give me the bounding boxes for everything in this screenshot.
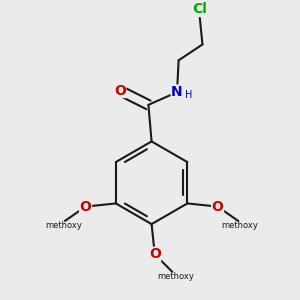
Text: N: N	[171, 85, 183, 99]
Text: O: O	[80, 200, 92, 214]
Text: O: O	[114, 84, 126, 98]
Text: O: O	[212, 200, 224, 214]
Text: O: O	[149, 247, 161, 261]
Text: methoxy: methoxy	[45, 221, 82, 230]
Text: methoxy: methoxy	[157, 272, 194, 281]
Text: methoxy: methoxy	[221, 221, 258, 230]
Text: H: H	[185, 90, 193, 100]
Text: Cl: Cl	[192, 2, 207, 16]
